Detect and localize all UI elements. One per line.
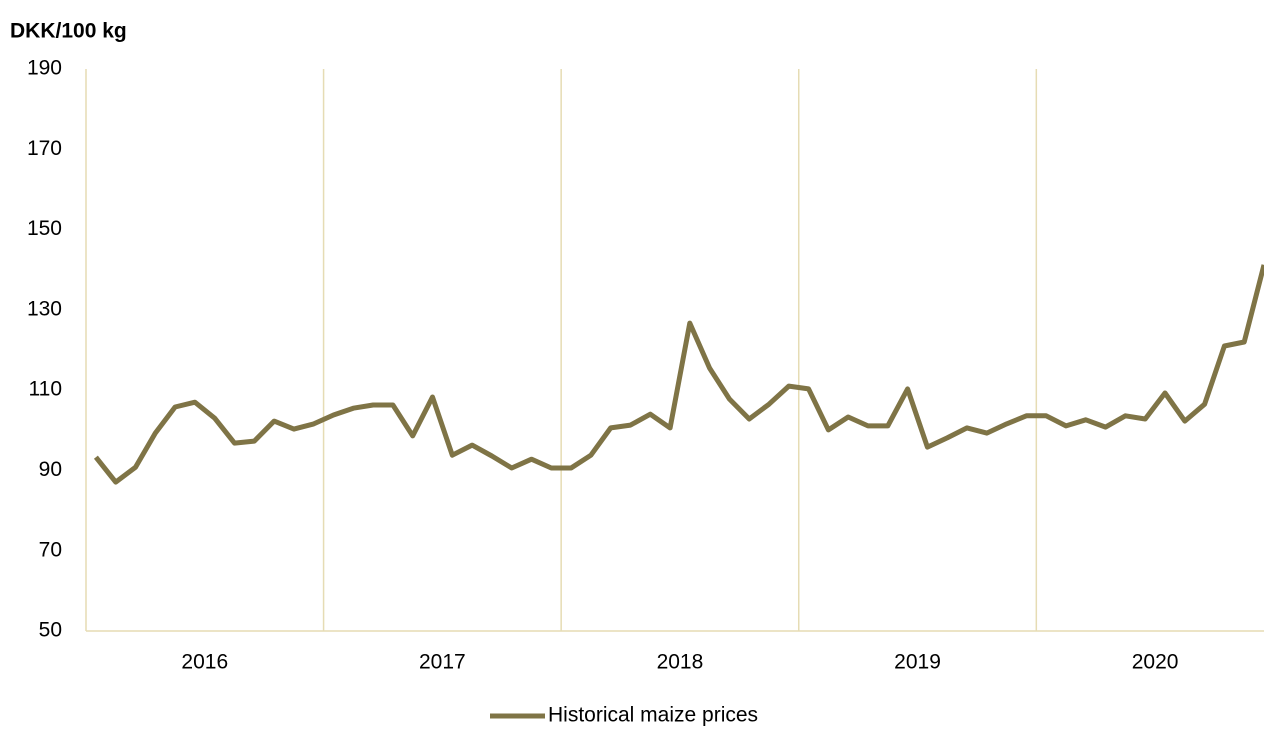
- y-tick-label: 110: [29, 378, 62, 401]
- legend-label: Historical maize prices: [548, 704, 758, 727]
- x-tick-label: 2019: [894, 651, 941, 674]
- y-tick-label: 190: [27, 57, 62, 80]
- price-line: [93, 264, 1264, 485]
- x-tick-label: 2017: [419, 651, 466, 674]
- y-tick-label: 70: [39, 538, 62, 561]
- y-axis-label: DKK/100 kg: [10, 20, 127, 43]
- x-tick-label: 2018: [657, 651, 704, 674]
- y-tick-label: 150: [27, 217, 62, 240]
- y-tick-label: 130: [27, 297, 62, 320]
- y-tick-label: 170: [27, 137, 62, 160]
- x-tick-label: 2020: [1132, 651, 1179, 674]
- y-tick-label: 90: [39, 458, 62, 481]
- y-tick-label: 50: [39, 619, 62, 642]
- x-tick-label: 2016: [181, 651, 228, 674]
